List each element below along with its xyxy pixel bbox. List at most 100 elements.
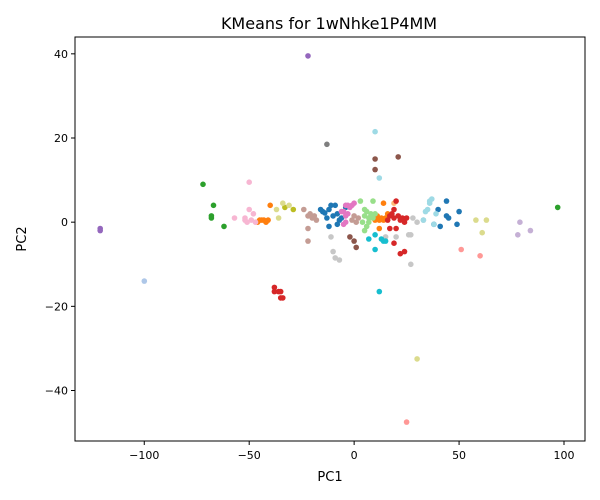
data-point: [437, 223, 444, 230]
y-tick-label: 0: [61, 216, 68, 229]
data-point: [210, 202, 217, 209]
data-point: [265, 217, 271, 223]
data-point: [401, 219, 408, 225]
data-point: [305, 53, 311, 59]
data-point: [305, 238, 311, 244]
data-point: [324, 215, 330, 221]
data-point: [208, 215, 215, 221]
data-point: [357, 198, 364, 204]
data-point: [250, 211, 257, 217]
data-point: [515, 232, 521, 238]
data-point: [554, 204, 561, 211]
data-point: [322, 210, 328, 216]
data-point: [200, 181, 206, 188]
data-point: [424, 206, 431, 213]
data-point: [445, 215, 452, 221]
data-point: [361, 227, 368, 234]
data-point: [408, 261, 414, 268]
data-point: [399, 215, 406, 221]
data-point: [351, 200, 357, 206]
data-point: [273, 206, 280, 213]
data-point: [372, 211, 378, 217]
data-points: [97, 53, 561, 425]
data-point: [382, 238, 389, 244]
data-point: [363, 208, 370, 215]
data-point: [429, 196, 435, 202]
data-point: [301, 206, 307, 213]
data-point: [363, 223, 370, 230]
data-point: [431, 221, 437, 228]
data-point: [479, 229, 486, 236]
data-point: [414, 219, 420, 225]
data-point: [376, 175, 383, 181]
data-point: [366, 236, 372, 242]
data-point: [372, 128, 378, 135]
data-point: [277, 288, 284, 295]
chart-title: KMeans for 1wNhke1P4MM: [221, 14, 437, 33]
data-point: [330, 248, 336, 255]
y-axis-label: PC2: [15, 226, 30, 251]
data-point: [353, 219, 360, 225]
data-point: [326, 206, 332, 213]
data-point: [332, 255, 339, 261]
data-point: [435, 206, 441, 213]
data-point: [391, 215, 397, 221]
data-point: [483, 217, 490, 223]
data-point: [349, 217, 355, 223]
data-point: [290, 206, 297, 213]
data-point: [328, 202, 334, 209]
plot-frame: [74, 36, 586, 442]
data-point: [372, 156, 378, 162]
y-tick-label: 20: [54, 132, 68, 145]
data-point: [359, 219, 366, 225]
data-point: [338, 208, 345, 215]
data-point: [382, 234, 389, 240]
data-point: [372, 232, 378, 238]
data-point: [376, 288, 383, 295]
data-point: [345, 211, 351, 217]
data-point: [387, 225, 393, 232]
data-point: [351, 213, 357, 219]
data-point: [267, 202, 274, 209]
data-point: [311, 213, 318, 219]
data-point: [443, 198, 450, 204]
data-point: [248, 217, 255, 223]
data-point: [380, 200, 387, 206]
data-point: [221, 223, 227, 230]
data-point: [395, 213, 402, 219]
data-point: [324, 141, 330, 148]
data-point: [286, 202, 292, 209]
x-tick-label: 50: [452, 449, 466, 462]
data-point: [336, 257, 343, 263]
data-point: [366, 219, 372, 225]
data-point: [414, 356, 420, 362]
data-point: [347, 204, 353, 211]
data-point: [376, 225, 383, 232]
data-point: [330, 213, 336, 219]
data-point: [403, 419, 410, 425]
data-point: [395, 154, 402, 160]
y-tick-label: −20: [45, 300, 68, 313]
data-point: [141, 278, 148, 284]
data-point: [384, 217, 391, 223]
data-point: [370, 198, 376, 204]
data-point: [393, 225, 399, 232]
y-tick-label: 40: [54, 48, 68, 61]
data-point: [338, 215, 345, 221]
data-point: [347, 234, 353, 240]
data-point: [368, 213, 374, 219]
data-point: [231, 215, 238, 221]
data-point: [280, 200, 286, 206]
data-point: [397, 250, 404, 257]
data-point: [242, 217, 248, 223]
x-axis: −100 −50 0 50 100: [129, 441, 575, 462]
x-tick-label: 100: [554, 449, 575, 462]
data-point: [473, 217, 479, 223]
data-point: [401, 248, 408, 255]
data-point: [326, 223, 332, 230]
data-point: [410, 215, 416, 221]
data-point: [372, 166, 378, 173]
x-axis-label: PC1: [317, 470, 342, 485]
